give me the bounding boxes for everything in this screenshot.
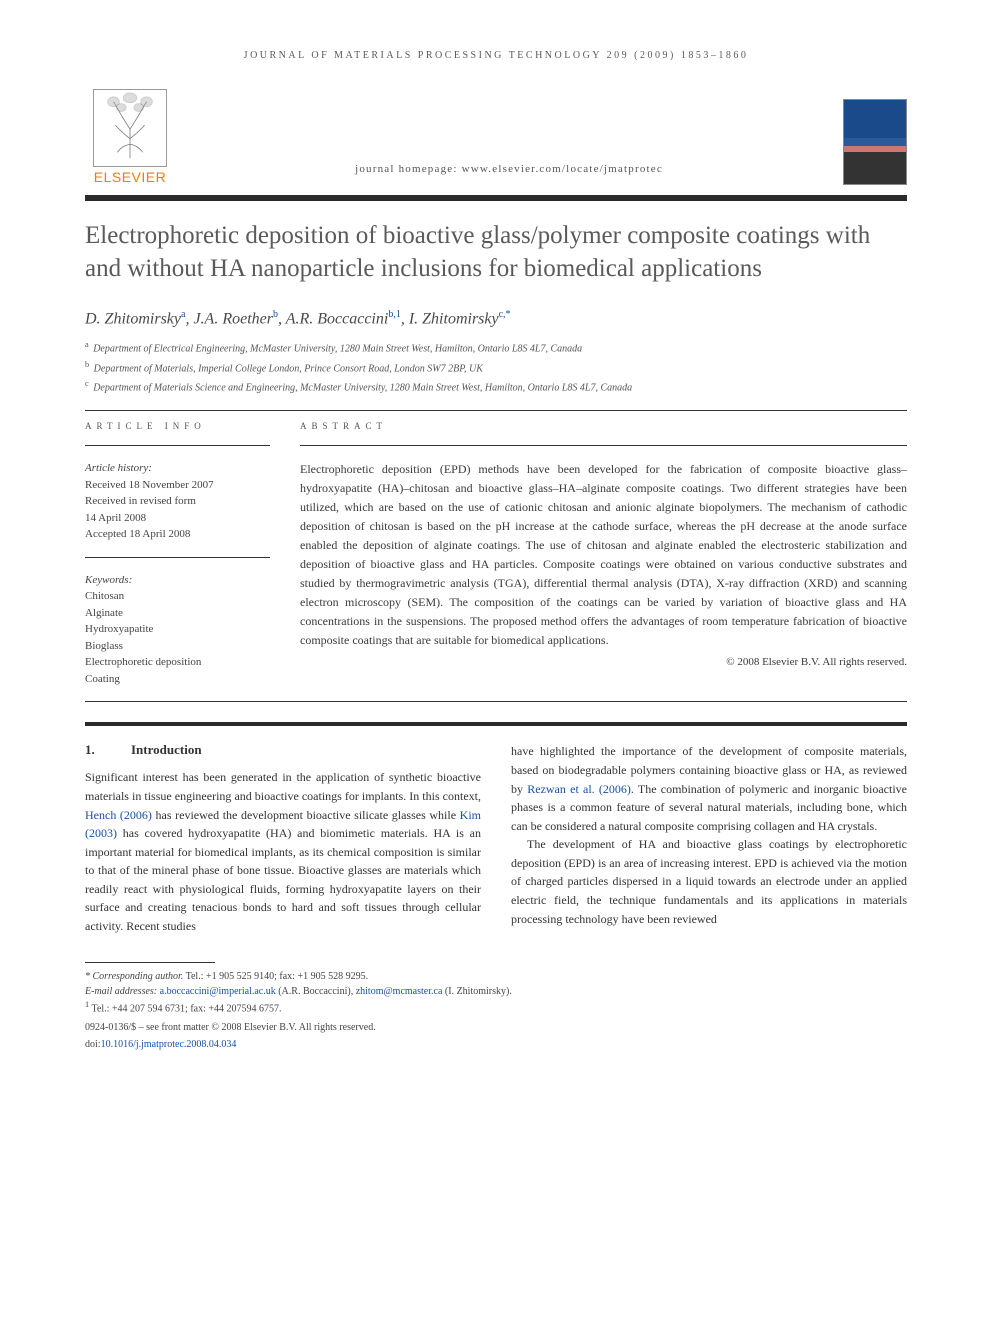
author-list: D. Zhitomirskya, J.A. Roetherb, A.R. Boc… xyxy=(85,309,907,328)
meta-abstract-row: ARTICLE INFO Article history: Received 1… xyxy=(85,421,907,687)
footnote-rule xyxy=(85,962,215,963)
body-paragraph: Significant interest has been generated … xyxy=(85,768,481,935)
keyword: Electrophoretic deposition xyxy=(85,654,270,671)
keyword: Hydroxyapatite xyxy=(85,621,270,638)
article-info-heading: ARTICLE INFO xyxy=(85,421,270,431)
author-affil-sup: a xyxy=(181,309,185,320)
journal-cover-thumbnail xyxy=(843,99,907,185)
email-link[interactable]: zhitom@mcmaster.ca xyxy=(356,986,443,997)
article-history: Article history: Received 18 November 20… xyxy=(85,460,270,543)
history-revised-date: 14 April 2008 xyxy=(85,510,270,527)
article-info-column: ARTICLE INFO Article history: Received 1… xyxy=(85,421,270,687)
abstract-column: ABSTRACT Electrophoretic deposition (EPD… xyxy=(300,421,907,687)
footnote-text: Tel.: +44 207 594 6731; fax: +44 207594 … xyxy=(89,1003,281,1014)
doi-line: doi:10.1016/j.jmatprotec.2008.04.034 xyxy=(85,1039,907,1050)
citation-link[interactable]: Rezwan et al. (2006) xyxy=(527,782,631,796)
corr-tel: Tel.: +1 905 525 9140; fax: +1 905 528 9… xyxy=(183,971,368,982)
email-who: (I. Zhitomirsky). xyxy=(442,986,511,997)
abstract-text: Electrophoretic deposition (EPD) methods… xyxy=(300,460,907,650)
author: J.A. Roether xyxy=(193,310,273,327)
section-number: 1. xyxy=(85,742,131,758)
column-left: 1.Introduction Significant interest has … xyxy=(85,742,481,935)
affiliations: a Department of Electrical Engineering, … xyxy=(85,338,907,396)
history-received: Received 18 November 2007 xyxy=(85,477,270,494)
meta-bottom-rule xyxy=(85,701,907,702)
email-who: (A.R. Boccaccini), xyxy=(276,986,356,997)
email-line: E-mail addresses: a.boccaccini@imperial.… xyxy=(85,984,907,999)
author: I. Zhitomirsky xyxy=(409,310,499,327)
section-heading: 1.Introduction xyxy=(85,742,481,758)
keywords-label: Keywords: xyxy=(85,572,270,589)
keywords-block: Keywords: Chitosan Alginate Hydroxyapati… xyxy=(85,572,270,688)
author: D. Zhitomirsky xyxy=(85,310,181,327)
text-run: has covered hydroxyapatite (HA) and biom… xyxy=(85,826,481,933)
keyword: Chitosan xyxy=(85,588,270,605)
doi-label: doi: xyxy=(85,1039,101,1050)
title-rule xyxy=(85,195,907,201)
meta-divider xyxy=(85,445,270,446)
author-affil-sup: b,1 xyxy=(388,309,401,320)
front-matter-line: 0924-0136/$ – see front matter © 2008 El… xyxy=(85,1022,907,1033)
body-paragraph: The development of HA and bioactive glas… xyxy=(511,835,907,928)
running-head: JOURNAL OF MATERIALS PROCESSING TECHNOLO… xyxy=(85,50,907,61)
publisher-block: ELSEVIER xyxy=(85,89,175,185)
header-row: ELSEVIER journal homepage: www.elsevier.… xyxy=(85,89,907,185)
history-accepted: Accepted 18 April 2008 xyxy=(85,526,270,543)
publisher-name: ELSEVIER xyxy=(94,169,166,185)
body-paragraph: have highlighted the importance of the d… xyxy=(511,742,907,835)
abstract-copyright: © 2008 Elsevier B.V. All rights reserved… xyxy=(300,656,907,668)
article-title: Electrophoretic deposition of bioactive … xyxy=(85,219,907,285)
elsevier-tree-icon xyxy=(93,89,167,167)
affil-c: Department of Materials Science and Engi… xyxy=(93,382,632,393)
email-link[interactable]: a.boccaccini@imperial.ac.uk xyxy=(160,986,276,997)
section-title: Introduction xyxy=(131,742,202,757)
keyword: Bioglass xyxy=(85,638,270,655)
corr-label: * Corresponding author. xyxy=(85,971,183,982)
text-run: Significant interest has been generated … xyxy=(85,770,481,803)
abstract-heading: ABSTRACT xyxy=(300,421,907,431)
meta-top-rule xyxy=(85,410,907,411)
citation-link[interactable]: Hench (2006) xyxy=(85,808,152,822)
author-affil-sup: c,* xyxy=(499,309,511,320)
body-columns: 1.Introduction Significant interest has … xyxy=(85,742,907,935)
history-revised: Received in revised form xyxy=(85,493,270,510)
footnotes: * Corresponding author. Tel.: +1 905 525… xyxy=(85,969,907,1016)
corresponding-author-note: * Corresponding author. Tel.: +1 905 525… xyxy=(85,969,907,984)
meta-divider xyxy=(85,557,270,558)
body-rule xyxy=(85,722,907,726)
affil-a: Department of Electrical Engineering, Mc… xyxy=(93,344,582,355)
keyword: Alginate xyxy=(85,605,270,622)
column-right: have highlighted the importance of the d… xyxy=(511,742,907,935)
doi-link[interactable]: 10.1016/j.jmatprotec.2008.04.034 xyxy=(101,1039,237,1050)
meta-divider xyxy=(300,445,907,446)
affil-b: Department of Materials, Imperial Colleg… xyxy=(94,363,483,374)
author-affil-sup: b xyxy=(273,309,278,320)
author: A.R. Boccaccini xyxy=(286,310,389,327)
keyword: Coating xyxy=(85,671,270,688)
email-label: E-mail addresses: xyxy=(85,986,160,997)
footnote-1: 1 Tel.: +44 207 594 6731; fax: +44 20759… xyxy=(85,999,907,1016)
text-run: has reviewed the development bioactive s… xyxy=(152,808,460,822)
journal-homepage: journal homepage: www.elsevier.com/locat… xyxy=(175,163,843,185)
history-label: Article history: xyxy=(85,460,270,477)
